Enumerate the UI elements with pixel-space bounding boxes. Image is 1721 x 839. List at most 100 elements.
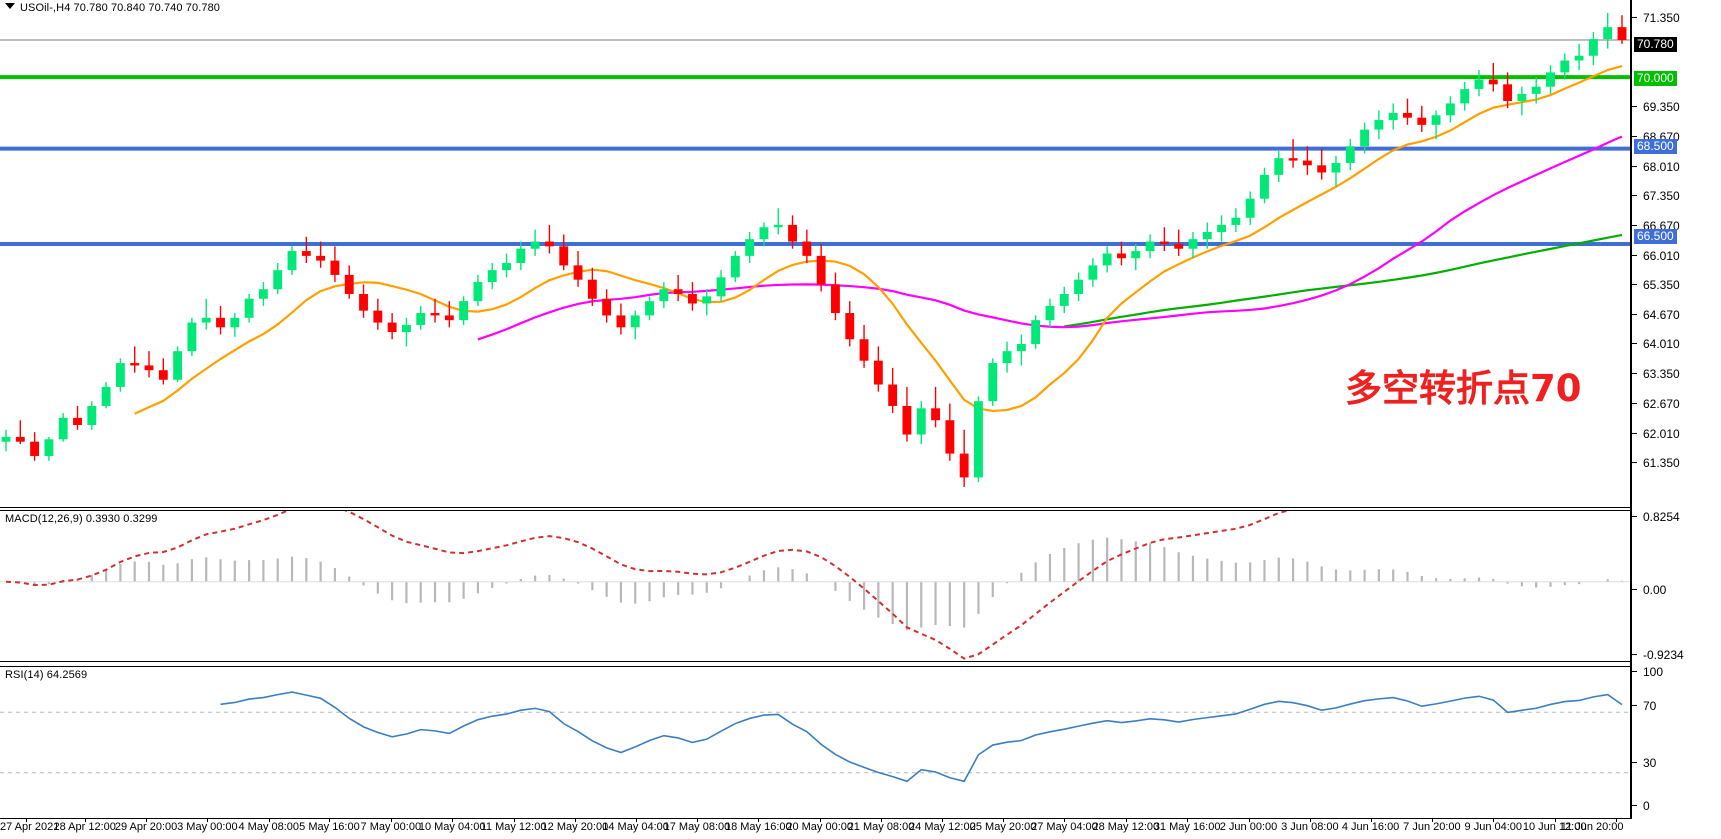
rsi-panel[interactable]: RSI(14) 64.2569 bbox=[0, 666, 1630, 819]
candle-body bbox=[15, 436, 25, 442]
candle-body bbox=[87, 405, 97, 426]
candle-body bbox=[459, 301, 469, 321]
candle-body bbox=[1231, 217, 1241, 225]
time-axis-tickmark bbox=[1616, 819, 1617, 822]
time-axis-tickmark bbox=[1125, 819, 1127, 822]
time-axis-label: 28 May 12:00 bbox=[1092, 821, 1160, 833]
candle-body bbox=[73, 417, 82, 426]
candle-body bbox=[573, 265, 583, 280]
macd-plot-area[interactable] bbox=[0, 511, 1630, 661]
price-chart-panel[interactable]: USOil-,H4 70.780 70.840 70.740 70.780 多空… bbox=[0, 0, 1630, 508]
candle-body bbox=[988, 363, 998, 402]
time-axis-tickmark bbox=[26, 819, 27, 822]
price-level-label[interactable]: 68.500 bbox=[1634, 139, 1677, 154]
candle-body bbox=[802, 241, 812, 256]
rsi-line bbox=[220, 691, 1623, 783]
candle-body bbox=[115, 363, 125, 387]
symbol-title[interactable]: USOil-,H4 70.780 70.840 70.740 70.780 bbox=[5, 2, 220, 14]
rsi-axis-tick: 100 bbox=[1632, 665, 1663, 679]
candle-body bbox=[359, 293, 368, 311]
candle-body bbox=[773, 224, 783, 228]
candle-body bbox=[888, 384, 898, 406]
candle-body bbox=[1074, 279, 1083, 294]
candle-body bbox=[1131, 251, 1141, 259]
candle-body bbox=[502, 263, 511, 271]
candle-body bbox=[1145, 241, 1155, 252]
candle-body bbox=[144, 365, 154, 371]
time-axis-tickmark bbox=[1370, 819, 1372, 822]
candle-body bbox=[1588, 39, 1598, 56]
price-axis-tick: 62.010 bbox=[1632, 427, 1680, 441]
candle-body bbox=[330, 260, 340, 275]
macd-svg bbox=[0, 511, 1630, 660]
macd-panel[interactable]: MACD(12,26,9) 0.3930 0.3299 bbox=[0, 510, 1630, 662]
candle-body bbox=[702, 296, 712, 304]
candle-body bbox=[430, 313, 440, 316]
candle-body bbox=[473, 282, 483, 302]
price-axis-tick: 68.010 bbox=[1632, 160, 1680, 174]
candle-body bbox=[516, 248, 526, 264]
price-axis-tick: 66.010 bbox=[1632, 249, 1680, 263]
rsi-axis-tick: 30 bbox=[1632, 756, 1656, 770]
time-axis-label: 11 May 12:00 bbox=[480, 821, 547, 833]
current-price-label[interactable]: 70.780 bbox=[1634, 37, 1677, 52]
candle-body bbox=[902, 405, 912, 435]
time-axis[interactable]: 27 Apr 2021 28 Apr 12:00 29 Apr 20:00 3 May… bbox=[0, 819, 1721, 839]
time-axis-label: 10 May 04:00 bbox=[418, 821, 486, 833]
candle-body bbox=[645, 301, 654, 316]
candle-body bbox=[974, 401, 983, 478]
time-axis-tickmark bbox=[268, 819, 270, 822]
time-axis-tickmark bbox=[881, 819, 883, 822]
time-axis-tickmark bbox=[942, 819, 944, 822]
time-axis-label: 28 Apr 12:00 bbox=[53, 821, 116, 833]
candle-body bbox=[759, 227, 769, 240]
candle-body bbox=[1531, 86, 1541, 94]
time-axis-label: 25 May 20:00 bbox=[969, 821, 1037, 833]
candle-body bbox=[1174, 243, 1184, 249]
candle-body bbox=[1102, 253, 1112, 266]
price-level-label[interactable]: 70.000 bbox=[1634, 71, 1677, 86]
rsi-svg bbox=[0, 691, 1630, 783]
macd-axis-tick: 0.8254 bbox=[1632, 510, 1680, 524]
candle-body bbox=[287, 251, 297, 271]
candle-body bbox=[1546, 72, 1555, 87]
candle-body bbox=[587, 279, 597, 299]
time-axis-label: 27 May 04:00 bbox=[1031, 821, 1098, 833]
candle-body bbox=[1088, 265, 1098, 280]
candle-body bbox=[1445, 103, 1455, 116]
candle-body bbox=[1503, 84, 1513, 102]
candle-body bbox=[1016, 344, 1026, 352]
time-axis-label: 29 Apr 20:00 bbox=[114, 821, 178, 833]
macd-axis-tick: 0.00 bbox=[1632, 583, 1666, 597]
time-axis-tickmark bbox=[574, 819, 576, 822]
macd-histogram bbox=[19, 537, 1624, 631]
candle-body bbox=[530, 241, 540, 249]
chevron-down-icon[interactable] bbox=[5, 3, 15, 9]
price-plot-area[interactable] bbox=[0, 0, 1630, 506]
time-axis-tickmark bbox=[635, 819, 637, 822]
time-axis-tickmark bbox=[452, 819, 454, 822]
price-axis-tick: 64.670 bbox=[1632, 308, 1680, 322]
candle-body bbox=[730, 255, 740, 278]
price-axis-tick: 63.350 bbox=[1632, 367, 1680, 381]
candle-body bbox=[416, 313, 426, 325]
time-axis-label: 14 May 04:00 bbox=[602, 821, 669, 833]
candle-body bbox=[1460, 89, 1470, 104]
candle-body bbox=[1245, 198, 1255, 218]
candle-body bbox=[859, 339, 869, 361]
candle-body bbox=[1403, 112, 1412, 118]
ma-fast-line bbox=[134, 65, 1623, 415]
rsi-plot-area[interactable] bbox=[0, 667, 1630, 818]
candle-body bbox=[1488, 79, 1498, 85]
price-level-label[interactable]: 66.500 bbox=[1634, 229, 1677, 244]
candle-body bbox=[559, 246, 569, 266]
symbol-title-text: USOil-,H4 70.780 70.840 70.740 70.780 bbox=[20, 2, 221, 14]
price-axis-column[interactable]: 71.350 70.780 70.000 69.350 68.670 68.500 68.0… bbox=[1630, 0, 1721, 839]
time-axis-tickmark bbox=[1554, 819, 1556, 822]
time-axis-tickmark bbox=[1248, 819, 1250, 822]
candle-body bbox=[959, 453, 969, 478]
candle-body bbox=[816, 255, 826, 285]
candle-body bbox=[387, 322, 397, 333]
candlestick-series bbox=[1, 12, 1627, 487]
time-axis-label: 12 May 20:00 bbox=[541, 821, 609, 833]
